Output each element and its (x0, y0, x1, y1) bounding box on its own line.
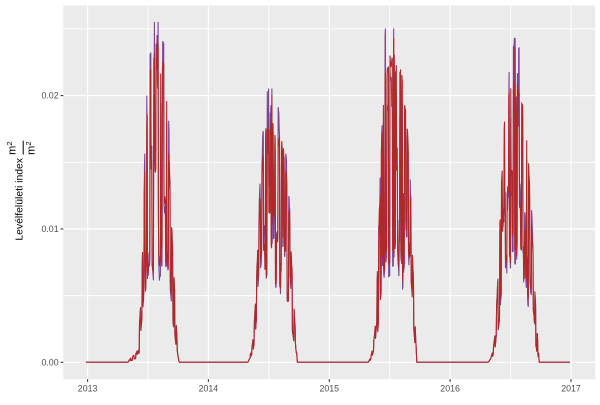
svg-text:2015: 2015 (320, 384, 340, 394)
svg-text:2017: 2017 (561, 384, 581, 394)
svg-text:0.00: 0.00 (41, 357, 58, 367)
svg-text:2016: 2016 (440, 384, 460, 394)
svg-text:0.02: 0.02 (41, 91, 58, 101)
svg-text:0.01: 0.01 (41, 224, 58, 234)
svg-text:Levélfelületi index: Levélfelületi index (15, 157, 26, 240)
svg-text:2014: 2014 (199, 384, 219, 394)
svg-text:2013: 2013 (78, 384, 98, 394)
